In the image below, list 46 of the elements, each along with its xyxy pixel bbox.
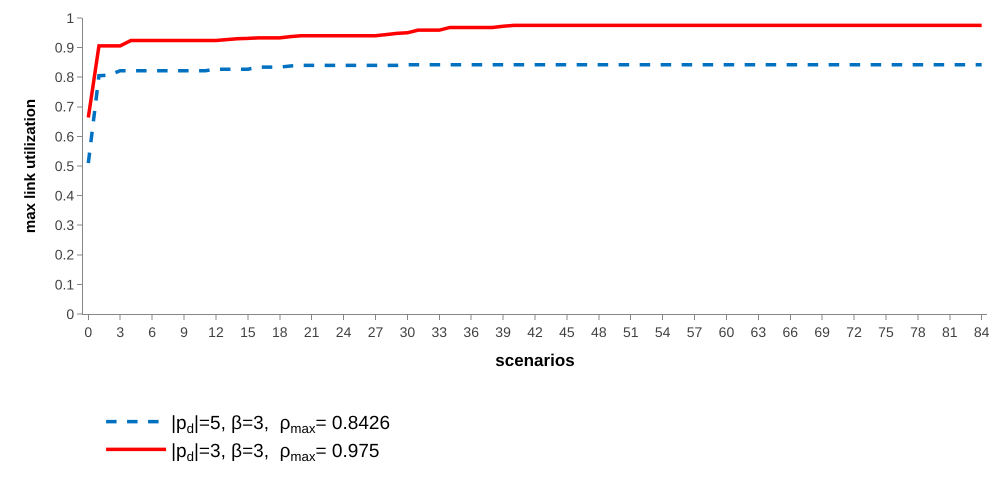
legend-label: |p$_{d}$|=5, β=3, ρ$_{max}$= 0.8426: [171, 413, 390, 436]
x-tick-label: 57: [686, 324, 703, 340]
y-tick-label: 0.3: [54, 217, 74, 234]
y-tick-label: 0.9: [54, 40, 74, 56]
x-tick-label: 21: [304, 324, 320, 340]
x-axis-title: scenarios: [495, 351, 575, 370]
x-tick-label: 84: [974, 324, 990, 340]
x-tick-label: 15: [240, 324, 256, 340]
x-tick-label: 30: [400, 324, 416, 340]
x-tick-label: 66: [782, 324, 798, 340]
x-tick-label: 24: [336, 324, 352, 340]
y-tick-label: 0.5: [54, 158, 74, 174]
y-tick-label: 0.1: [54, 276, 74, 292]
y-tick-label: 0.2: [54, 246, 74, 263]
x-tick-label: 69: [814, 324, 830, 340]
legend-label: |p$_{d}$|=3, β=3, ρ$_{max}$= 0.975: [171, 440, 380, 464]
x-tick-label: 33: [431, 324, 448, 340]
y-tick-label: 0.8: [54, 69, 74, 86]
line-series: [86, 63, 984, 165]
x-tick-label: 12: [208, 324, 224, 340]
x-tick-label: 81: [942, 324, 958, 340]
x-tick-label: 75: [878, 324, 894, 340]
y-tick-label: 0: [66, 306, 74, 322]
x-tick-label: 36: [463, 324, 480, 340]
x-tick-label: 42: [527, 324, 543, 340]
x-tick-label: 9: [180, 324, 188, 340]
y-tick-label: 0.6: [54, 128, 74, 144]
y-tick-label: 0.7: [54, 98, 74, 115]
x-tick-label: 63: [750, 324, 766, 340]
x-tick-label: 51: [622, 324, 639, 340]
x-tick-label: 39: [495, 324, 512, 340]
y-tick-label: 0.4: [54, 188, 74, 204]
y-tick-label: 1: [66, 10, 74, 26]
x-tick-label: 48: [591, 324, 607, 340]
x-tick-label: 18: [272, 324, 288, 340]
x-tick-label: 6: [148, 324, 156, 340]
x-tick-label: 45: [559, 324, 575, 340]
x-tick-label: 60: [718, 324, 734, 340]
line-series: [86, 24, 984, 120]
x-tick-label: 72: [846, 324, 862, 340]
x-tick-label: 54: [654, 324, 671, 340]
x-tick-label: 3: [116, 324, 124, 340]
x-tick-label: 27: [368, 324, 384, 340]
x-tick-label: 78: [910, 324, 926, 340]
x-tick-label: 0: [84, 324, 92, 340]
y-axis-title: max link utilization: [22, 98, 39, 234]
